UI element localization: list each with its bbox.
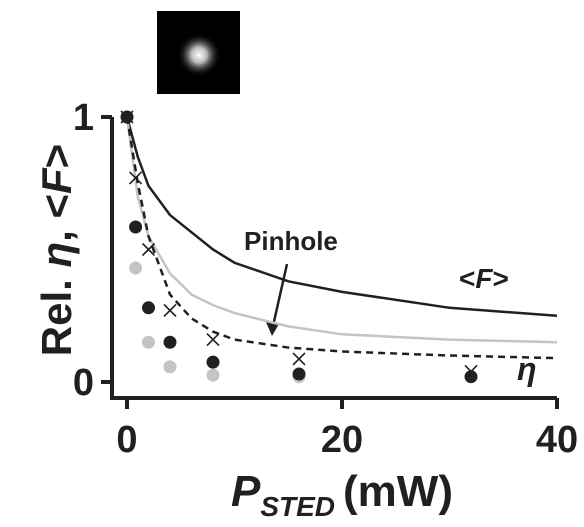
dot-marker — [293, 368, 306, 381]
cross-marker — [207, 334, 219, 346]
dot-marker — [142, 301, 155, 314]
x-axis-label: PSTED (mW) — [231, 467, 453, 522]
y-axis-label: Rel. η, <F> — [33, 144, 80, 356]
y-label-part: Rel. — [33, 268, 80, 357]
x-label-part: (mW) — [343, 467, 453, 516]
curve — [127, 117, 557, 358]
y-label-part: , < — [33, 194, 80, 242]
y-label-part: F — [33, 167, 80, 194]
cross-marker — [293, 353, 305, 365]
annotation-part: < — [459, 263, 475, 294]
page: {"chart_data": {"type": "scatter-line", … — [0, 0, 584, 527]
x-tick-label: 0 — [116, 419, 137, 461]
cross-marker — [164, 304, 176, 316]
x-label-part: P — [231, 467, 261, 516]
y-tick-label: 0 — [73, 362, 94, 404]
dot-marker — [207, 369, 220, 382]
x-label-part: STED — [260, 491, 335, 522]
inset-spot — [177, 33, 221, 77]
dot-marker — [129, 262, 142, 275]
annotation-part: > — [492, 263, 508, 294]
annotation-part: F — [475, 263, 493, 294]
x-tick-label: 40 — [536, 419, 578, 461]
dot-marker — [142, 336, 155, 349]
curve — [127, 117, 557, 342]
dot-marker — [164, 336, 177, 349]
dot-marker — [207, 356, 220, 369]
x-tick-label: 20 — [321, 419, 363, 461]
y-label-part: η — [33, 242, 80, 268]
arrow — [273, 264, 287, 326]
dot-marker — [129, 220, 142, 233]
y-label-part: > — [33, 144, 80, 169]
chart: Rel. η, <F> PSTED(mW) Pinhole <F> η 0204… — [0, 0, 584, 527]
y-tick-label: 1 — [73, 97, 94, 139]
dot-marker — [164, 360, 177, 373]
annotation: Pinhole — [244, 226, 338, 256]
annotation: <F> — [459, 263, 509, 294]
